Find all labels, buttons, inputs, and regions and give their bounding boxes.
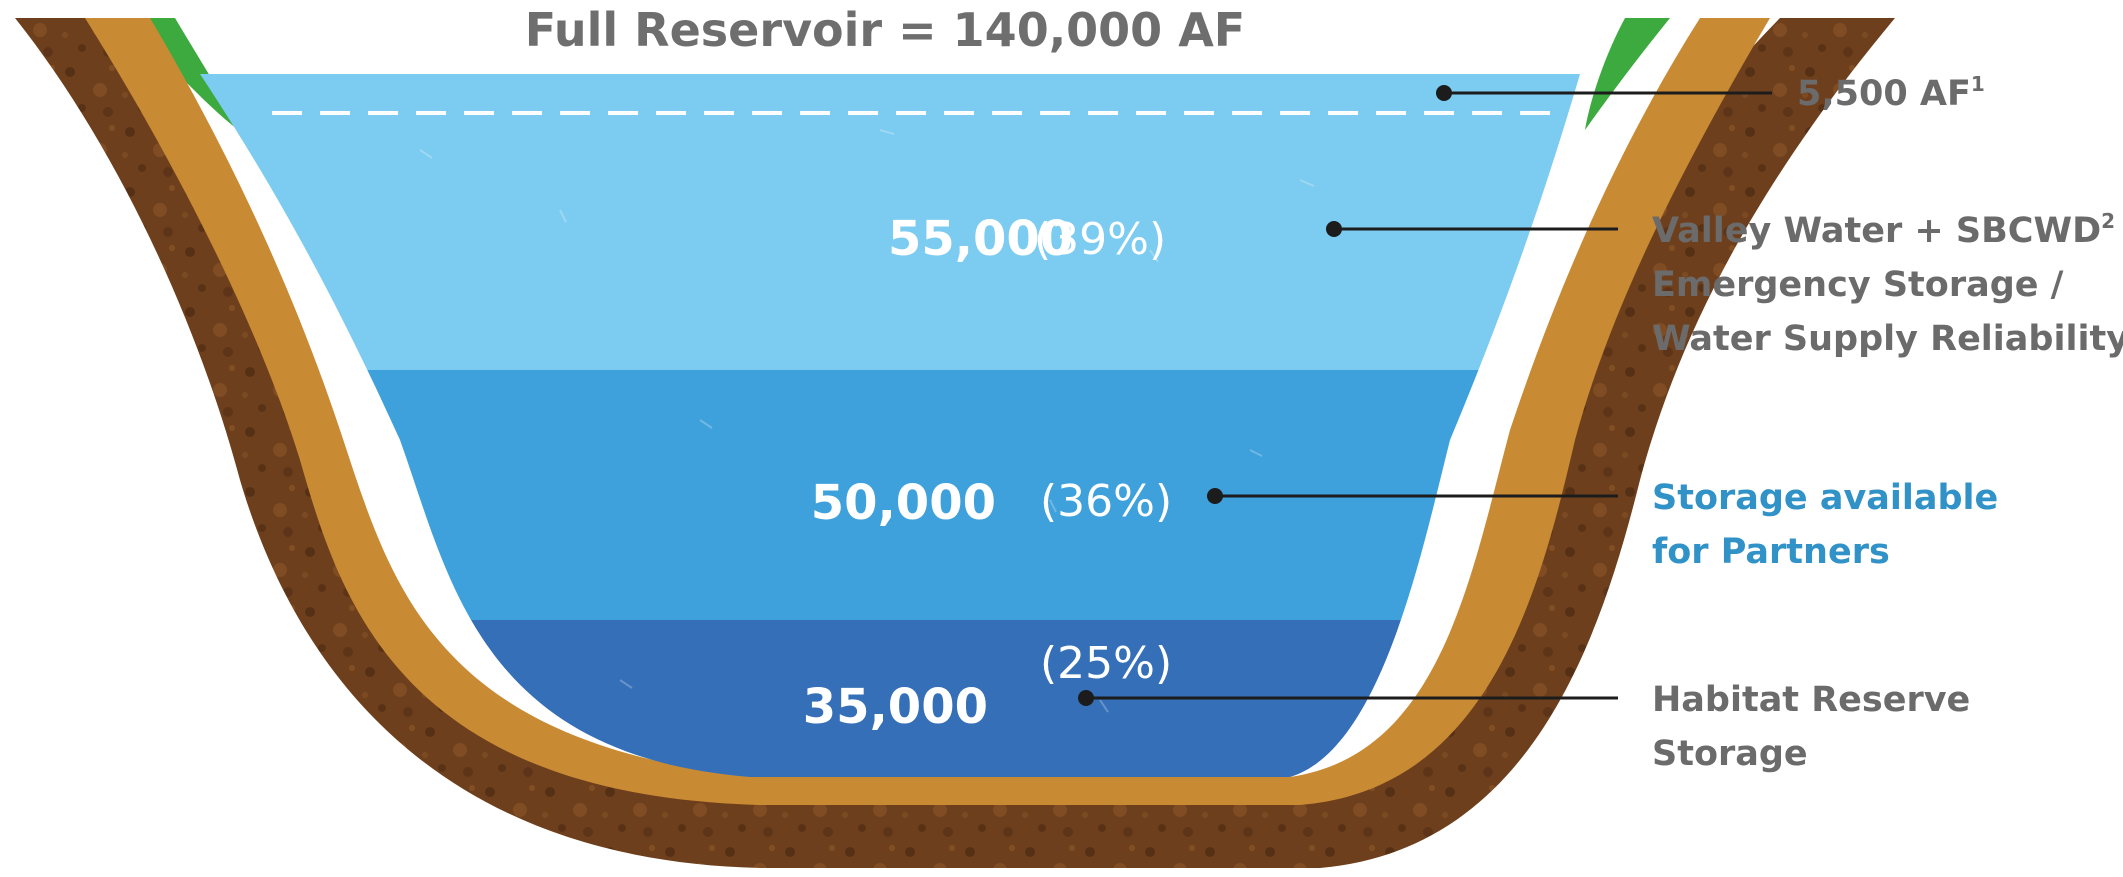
emergency-label: Valley Water + SBCWD2 — [1652, 209, 2115, 251]
partners-percent: (36%) — [1040, 476, 1172, 527]
water-layer-emergency — [200, 74, 1580, 370]
emergency-amount: 55,000 — [888, 211, 1073, 267]
emergency-label-line-3: Water Supply Reliability — [1652, 319, 2123, 359]
habitat-label-line-2: Storage — [1652, 734, 1808, 774]
habitat-leader-dot — [1078, 690, 1094, 706]
grass-right — [1585, 18, 1670, 130]
partners-label: Storage available — [1652, 478, 1998, 518]
habitat-amount: 35,000 — [803, 679, 988, 735]
partners-amount: 50,000 — [811, 475, 996, 531]
habitat-percent: (25%) — [1040, 638, 1172, 689]
emergency-label-line-2: Emergency Storage / — [1652, 265, 2064, 305]
partners-leader-dot — [1207, 488, 1223, 504]
emergency-leader-dot — [1326, 221, 1342, 237]
diagram-title: Full Reservoir = 140,000 AF — [525, 3, 1245, 57]
habitat-label: Habitat Reserve — [1652, 680, 1970, 720]
reserve-leader-dot — [1436, 85, 1452, 101]
partners-label-line-2: for Partners — [1652, 532, 1890, 572]
reserve-label: 5,500 AF1 — [1797, 72, 1985, 114]
emergency-percent: (39%) — [1034, 214, 1166, 265]
water-body — [200, 74, 1580, 777]
